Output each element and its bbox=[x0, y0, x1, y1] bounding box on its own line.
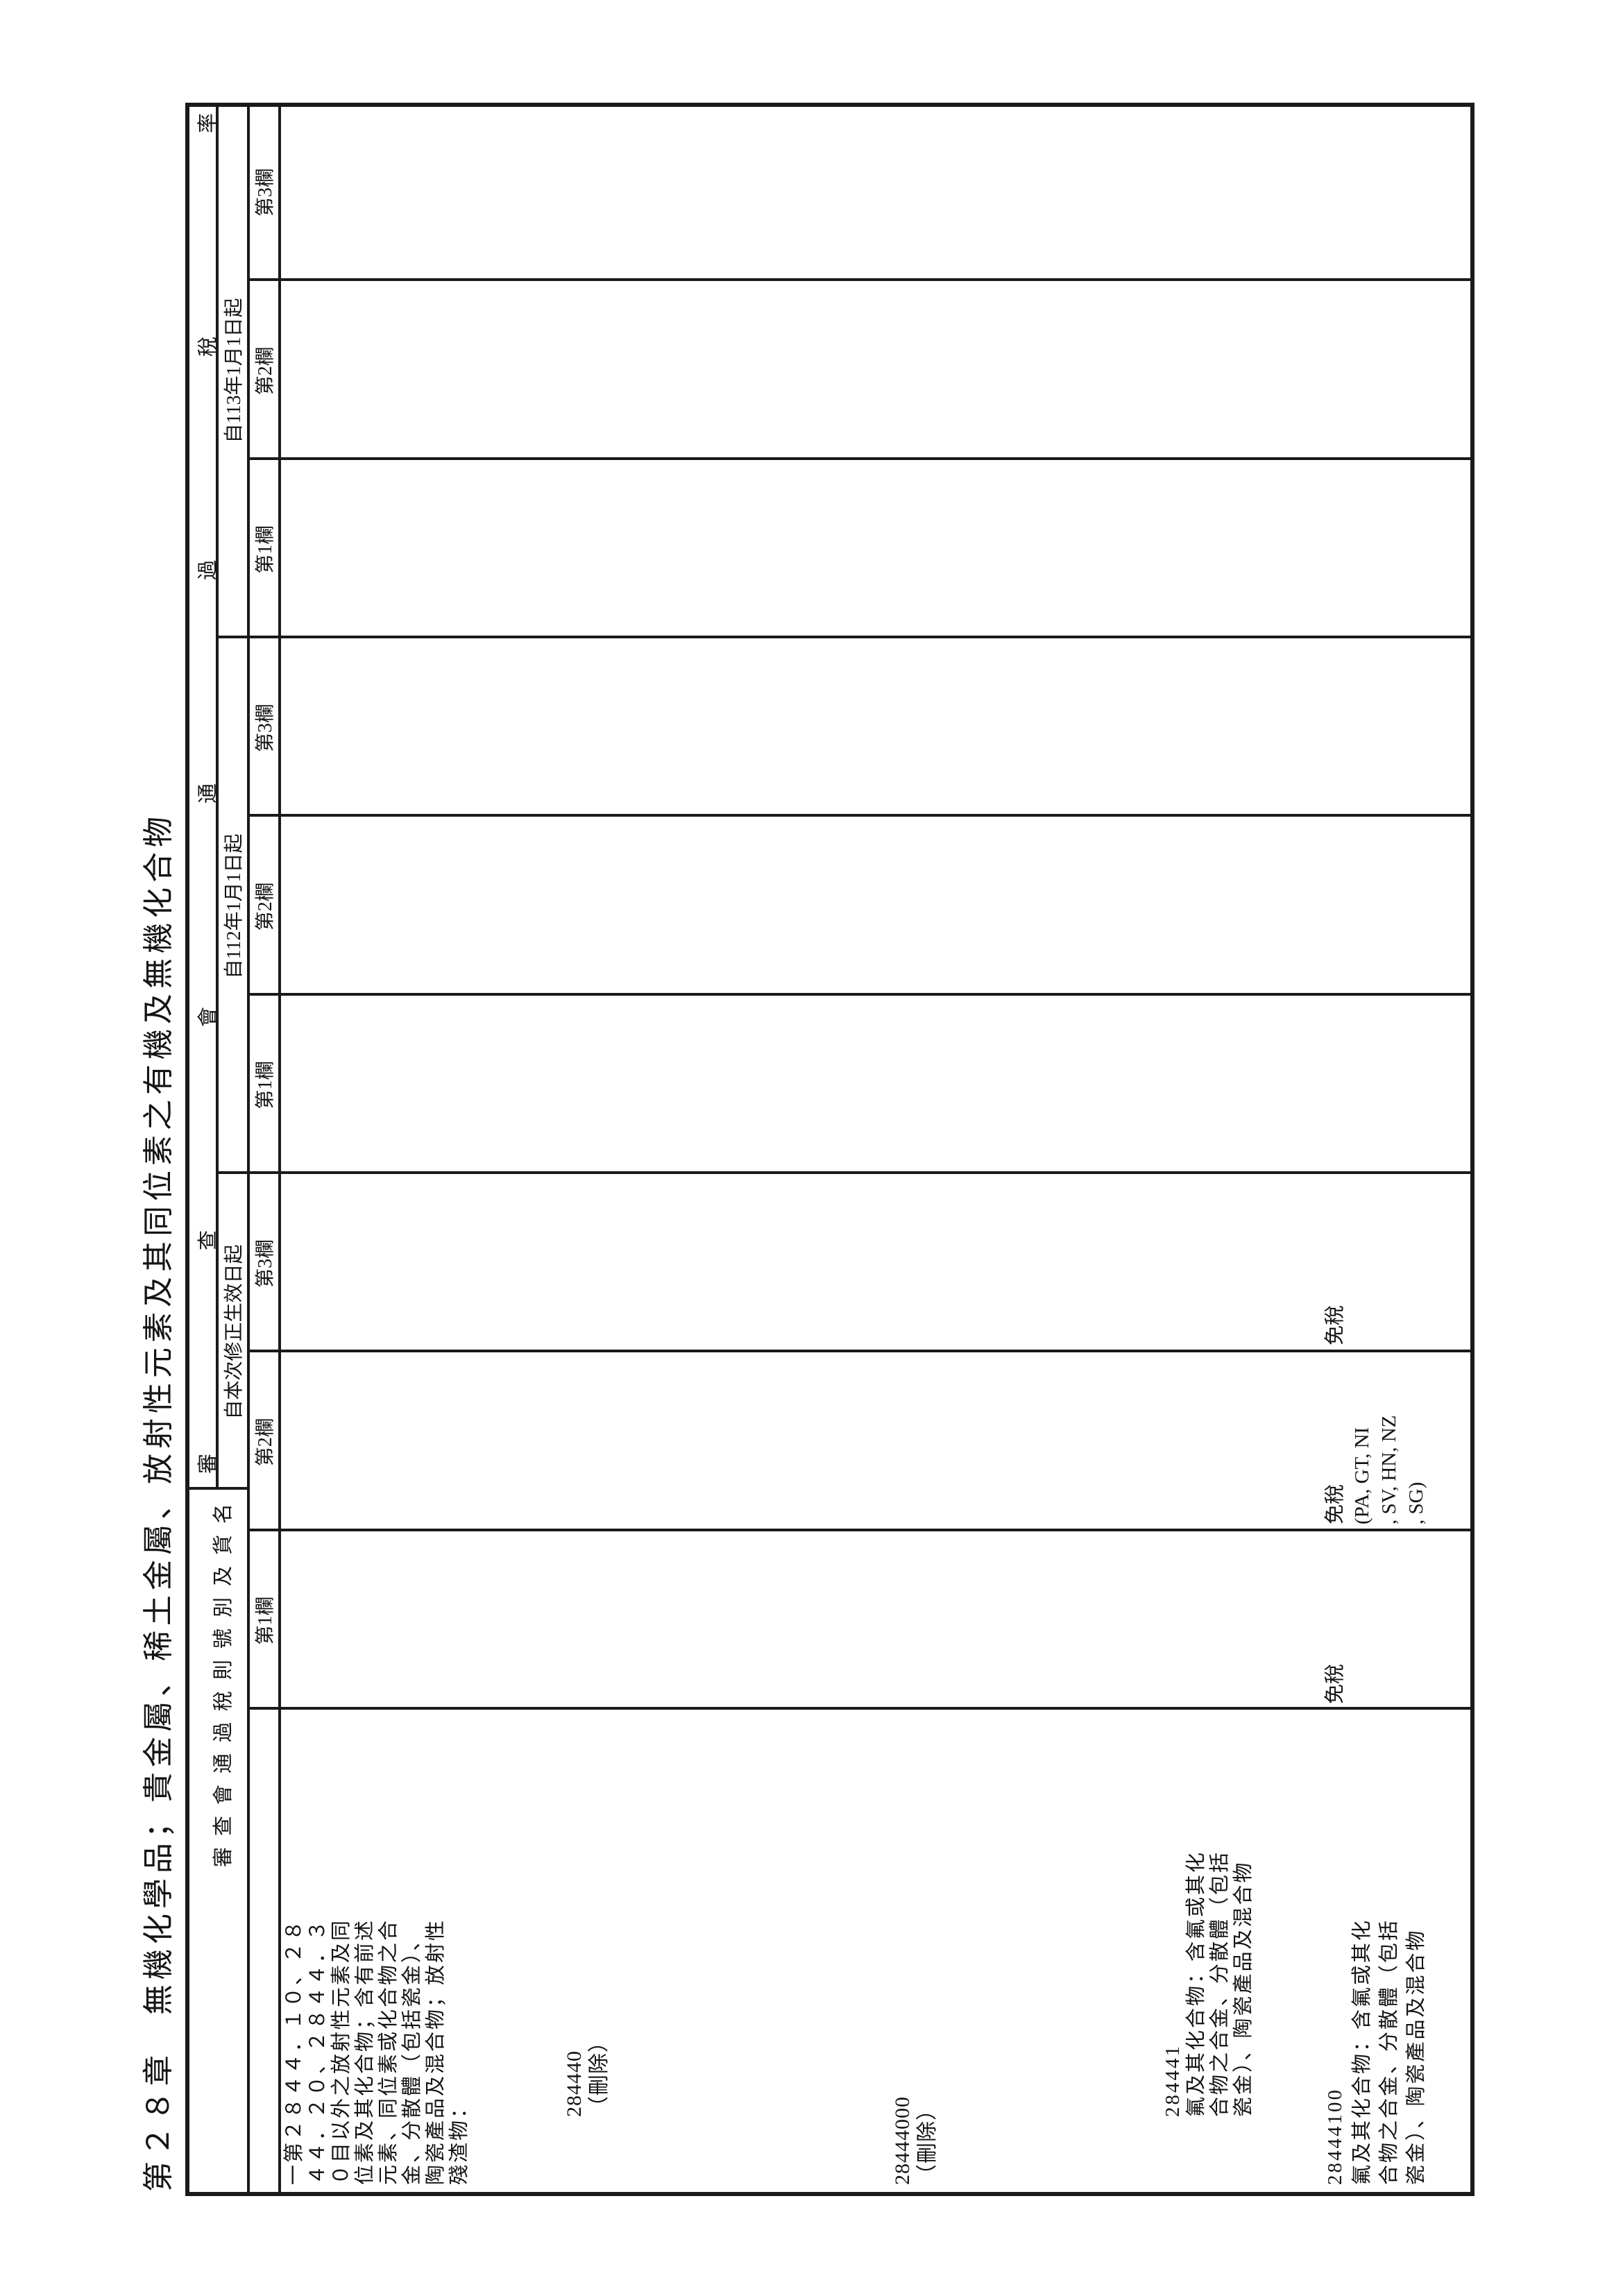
row-284440: 284440 （刪除） bbox=[563, 2031, 611, 2117]
col-label-g1-2: 第2欄 bbox=[254, 1418, 276, 1467]
col-label-g2-2: 第2欄 bbox=[254, 882, 276, 931]
row-284441: 284441 氟及其化合物：含氟或其化 合物之合金、分散體（包括 瓷金）、陶瓷產… bbox=[1162, 1850, 1255, 2117]
row-28444100: 28444100 氟及其化合物：含氟或其化 合物之合金、分散體（包括 瓷金）、陶… bbox=[1324, 1918, 1427, 2185]
date-header-current: 自本次修正生效日起 bbox=[223, 1244, 245, 1420]
col-line-1 bbox=[248, 1707, 1472, 1710]
col-line-2 bbox=[248, 1529, 1472, 1531]
col-label-g3-1: 第1欄 bbox=[254, 525, 276, 574]
col-label-g2-1: 第1欄 bbox=[254, 1060, 276, 1109]
name-column-header: 審查會通過稅則號別及貨名 bbox=[212, 1492, 235, 1867]
col-line-9 bbox=[248, 278, 1472, 281]
col-line-5 bbox=[248, 993, 1472, 996]
col-label-g3-3: 第3欄 bbox=[254, 168, 276, 217]
col-line-8 bbox=[248, 457, 1472, 460]
col-label-g1-3: 第3欄 bbox=[254, 1239, 276, 1288]
col-line-4-group-edge bbox=[217, 1171, 1472, 1174]
col-line-3 bbox=[248, 1350, 1472, 1352]
col-label-g2-3: 第3欄 bbox=[254, 704, 276, 753]
chapter-title: 第２８章 無機化學品；貴金屬、稀土金屬、放射性元素及其同位素之有機及無機化合物 bbox=[142, 812, 176, 2192]
rate-28444100-col3: 免稅 bbox=[1324, 1304, 1346, 1345]
desc-2844-40: 一第２８４４．１０、２８ ４４．２０、２８４４．３ ０目以外之放射性元素及同 位… bbox=[283, 1918, 470, 2185]
col-line-6 bbox=[248, 814, 1472, 817]
row-28444000: 28444000 （刪除） bbox=[891, 2096, 939, 2185]
rate-28444100-col1: 免稅 bbox=[1324, 1663, 1346, 1704]
rate-28444100-col2: 免稅 (PA, GT, NI , SV, HN, NZ , SG) bbox=[1324, 1415, 1427, 1524]
date-header-112: 自112年1月1日起 bbox=[223, 833, 245, 979]
col-label-g1-1: 第1欄 bbox=[254, 1596, 276, 1645]
col-label-g3-2: 第2欄 bbox=[254, 346, 276, 396]
name-rate-divider bbox=[188, 1487, 249, 1490]
row3-bottom-line bbox=[278, 103, 281, 2193]
date-header-113: 自113年1月1日起 bbox=[223, 298, 245, 443]
col-line-7-group-edge bbox=[217, 636, 1472, 638]
rate-group-header: 審查會通過稅率 bbox=[197, 0, 219, 1474]
tariff-table-frame bbox=[185, 103, 1475, 2196]
